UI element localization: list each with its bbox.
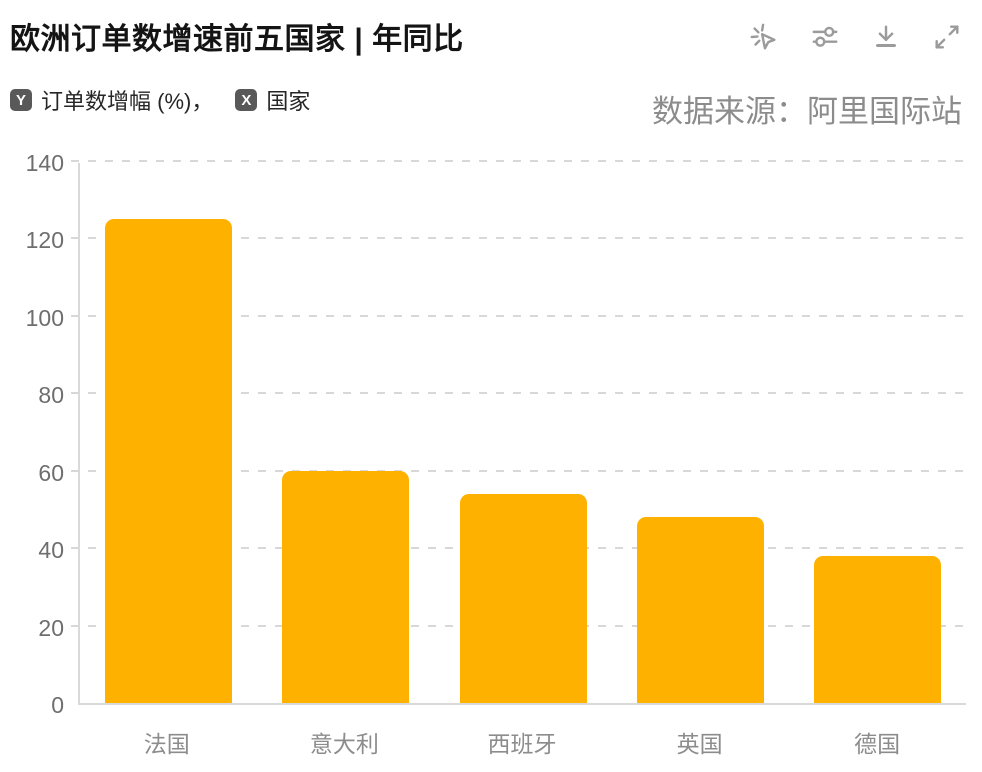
y-axis-label: 订单数增幅 (%): [41, 89, 192, 114]
x-tick-label: 英国: [676, 731, 723, 757]
x-tick-label: 西班牙: [487, 731, 557, 757]
bar-band: [789, 163, 966, 703]
subheader: Y 订单数增幅 (%) ， X 国家 数据来源：阿里国际站: [0, 84, 982, 131]
bar-西班牙[interactable]: [459, 493, 587, 703]
plot-area: [71, 160, 966, 705]
y-tick-label: 120: [25, 227, 64, 254]
gridline-60: [71, 469, 966, 472]
download-button[interactable]: [871, 22, 901, 52]
expand-icon: [932, 22, 962, 52]
sliders-button[interactable]: [810, 22, 840, 52]
bar-德国[interactable]: [813, 555, 941, 703]
y-tick-label: 20: [38, 614, 64, 641]
bar-band: [80, 163, 257, 703]
y-tick-label: 60: [38, 459, 64, 486]
cursor-sparkle-button[interactable]: [749, 22, 779, 52]
axis-legend: Y 订单数增幅 (%) ， X 国家: [10, 84, 310, 116]
bar-band: [612, 163, 789, 703]
gridline-120: [71, 237, 966, 240]
y-axis-badge: Y: [10, 89, 32, 111]
gridline-80: [71, 392, 966, 395]
bar-band: [257, 163, 434, 703]
y-tick-label: 0: [51, 692, 64, 718]
gridline-100: [71, 314, 966, 317]
x-tick-label: 法国: [143, 731, 190, 757]
cursor-sparkle-icon: [749, 22, 779, 52]
gridline-140: [71, 160, 966, 162]
download-icon: [871, 22, 901, 52]
toolbar: [749, 22, 962, 52]
expand-button[interactable]: [932, 22, 962, 52]
x-axis-label: 国家: [266, 89, 311, 114]
bar-band: [434, 163, 611, 703]
y-tick-label: 40: [38, 537, 64, 564]
x-axis-badge: X: [235, 89, 258, 111]
y-tick-label: 100: [25, 304, 64, 331]
bar-英国[interactable]: [636, 517, 764, 703]
header: 欧洲订单数增速前五国家 | 年同比: [0, 0, 982, 58]
x-tick-label: 意大利: [309, 731, 379, 757]
sliders-icon: [810, 22, 840, 52]
legend-separator: ，: [191, 89, 214, 114]
x-tick-label: 德国: [854, 731, 901, 757]
data-source-label: 数据来源：阿里国际站: [652, 94, 962, 129]
bar-chart: 法国 意大利 西班牙 英国 德国 0 20 40 60 80 100 120 140: [0, 150, 982, 772]
bars-container: [80, 163, 966, 703]
y-tick-label: 80: [38, 382, 64, 409]
x-axis-labels: 法国 意大利 西班牙 英国 德国: [78, 725, 966, 759]
bar-法国[interactable]: [105, 219, 233, 703]
bar-意大利[interactable]: [282, 470, 410, 703]
y-tick-label: 140: [25, 150, 64, 176]
page-title: 欧洲订单数增速前五国家 | 年同比: [10, 23, 464, 56]
